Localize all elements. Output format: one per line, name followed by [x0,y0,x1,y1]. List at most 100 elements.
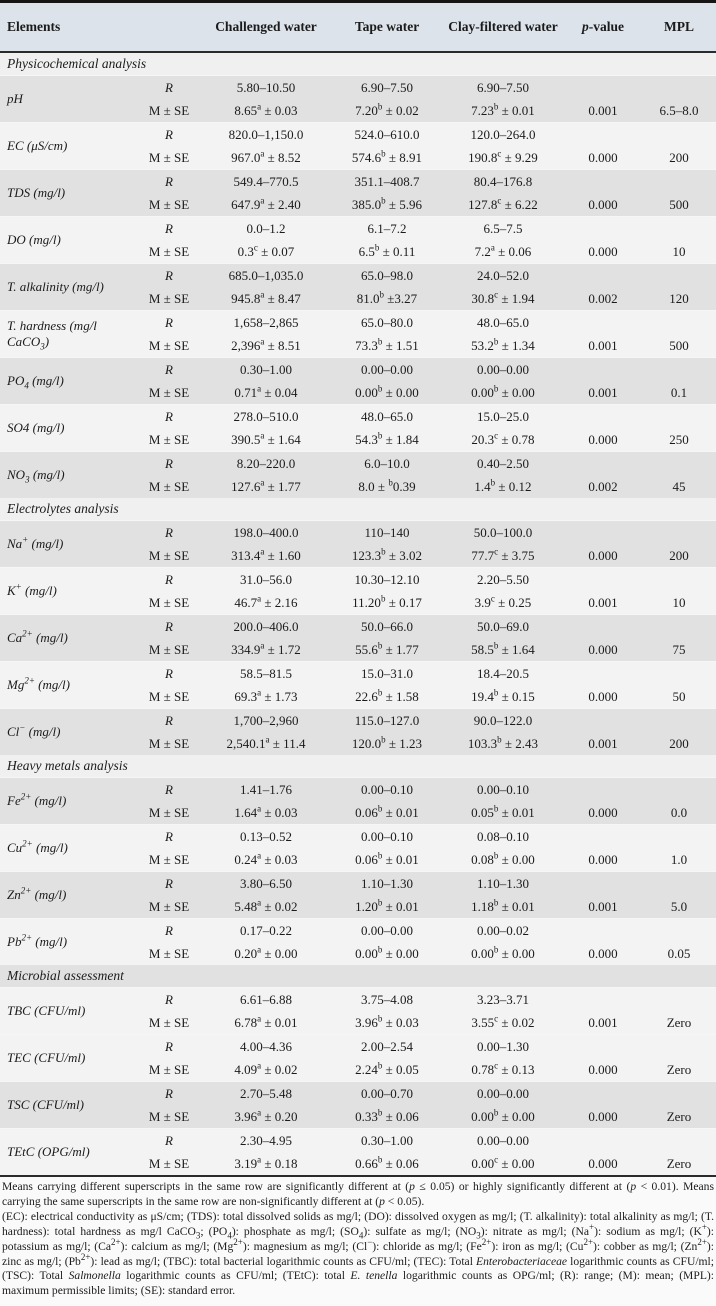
column-header: Elements [0,1,138,53]
mpl-empty [642,1081,716,1105]
element-mean-row: M ± SE 3.19a ± 0.18 0.66b ± 0.06 0.00c ± 0.… [0,1152,716,1175]
mean-se-value: 0.05b ± 0.01 [442,801,564,825]
range-value: 685.0–1,035.0 [200,263,332,287]
p-value-empty [564,708,642,732]
mpl-cell: 500 [642,193,716,217]
p-value-empty [564,918,642,942]
range-value: 8.20–220.0 [200,451,332,475]
stat-label-range: R [138,918,200,942]
element-range-row: PO4 (mg/l) R 0.30–1.00 0.00–0.00 0.00–0.00 [0,357,716,405]
mpl-cell: 45 [642,475,716,498]
stat-label-mean: M ± SE [138,591,200,615]
mpl-cell: 200 [642,544,716,568]
p-value-cell: 0.000 [564,146,642,170]
element-name: Cl− (mg/l) [0,708,138,755]
element-name: PO4 (mg/l) [0,357,138,405]
mean-se-value: 385.0b ± 5.96 [332,193,442,217]
range-value: 0.00–0.10 [332,777,442,801]
mpl-empty [642,310,716,334]
mpl-empty [642,567,716,591]
element-range-row: Cu2+ (mg/l) R 0.13–0.52 0.00–0.10 0.08–0.10 [0,824,716,872]
element-range-row: SO4 (mg/l) R 278.0–510.0 48.0–65.0 15.0–25.0 [0,404,716,452]
range-value: 0.00–0.00 [332,918,442,942]
range-value: 0.30–1.00 [332,1128,442,1152]
element-name: TEC (CFU/ml) [0,1034,138,1082]
range-value: 110–140 [332,520,442,544]
mean-se-value: 2.24b ± 0.05 [332,1058,442,1082]
mpl-empty [642,122,716,146]
mpl-empty [642,661,716,685]
mean-se-value: 127.8c ± 6.22 [442,193,564,217]
element-range-row: TBC (CFU/ml) R 6.61–6.88 3.75–4.08 3.23–3.71 [0,987,716,1035]
stat-label-range: R [138,871,200,895]
mean-se-value: 0.06b ± 0.01 [332,801,442,825]
mpl-cell: 10 [642,240,716,264]
mpl-cell: Zero [642,1105,716,1129]
mpl-cell: Zero [642,1152,716,1175]
range-value: 120.0–264.0 [442,122,564,146]
element-mean-row: M ± SE 313.4a ± 1.60 123.3b ± 3.02 77.7c ± … [0,544,716,568]
range-value: 65.0–80.0 [332,310,442,334]
element-range-row: Na+ (mg/l) R 198.0–400.0 110–140 50.0–100.0 [0,520,716,568]
stat-label-range: R [138,263,200,287]
p-value-cell: 0.000 [564,848,642,872]
element-name: TEtC (OPG/ml) [0,1128,138,1175]
p-value-empty [564,451,642,475]
mpl-cell: 0.1 [642,381,716,405]
element-mean-row: M ± SE 2,540.1a ± 11.4 120.0b ± 1.23 103.3b… [0,732,716,755]
section-label: Physicochemical analysis [0,52,716,76]
mean-se-value: 2,396a ± 8.51 [200,334,332,358]
p-value-empty [564,263,642,287]
element-range-row: TSC (CFU/ml) R 2.70–5.48 0.00–0.70 0.00–0.00 [0,1081,716,1129]
stat-label-mean: M ± SE [138,1011,200,1035]
range-value: 90.0–122.0 [442,708,564,732]
stat-label-mean: M ± SE [138,146,200,170]
mean-se-value: 313.4a ± 1.60 [200,544,332,568]
p-value-cell: 0.001 [564,99,642,123]
range-value: 1,658–2,865 [200,310,332,334]
range-value: 18.4–20.5 [442,661,564,685]
mean-se-value: 20.3c ± 0.78 [442,428,564,452]
range-value: 6.1–7.2 [332,216,442,240]
p-value-cell: 0.000 [564,193,642,217]
mpl-empty [642,520,716,544]
element-mean-row: M ± SE 8.65a ± 0.03 7.20b ± 0.02 7.23b ± 0.… [0,99,716,123]
element-mean-row: M ± SE 46.7a ± 2.16 11.20b ± 0.17 3.9c ± 0.… [0,591,716,615]
element-name: Na+ (mg/l) [0,520,138,568]
mean-se-value: 77.7c ± 3.75 [442,544,564,568]
stat-label-range: R [138,404,200,428]
mean-se-value: 3.55c ± 0.02 [442,1011,564,1035]
mpl-cell: 6.5–8.0 [642,99,716,123]
stat-label-range: R [138,661,200,685]
range-value: 58.5–81.5 [200,661,332,685]
mpl-cell: 500 [642,334,716,358]
p-value-empty [564,614,642,638]
stat-label-range: R [138,310,200,334]
stat-label-range: R [138,357,200,381]
mean-se-value: 58.5b ± 1.64 [442,638,564,662]
mean-se-value: 3.96a ± 0.20 [200,1105,332,1129]
range-value: 0.00–1.30 [442,1034,564,1058]
mean-se-value: 945.8a ± 8.47 [200,287,332,311]
p-value-cell: 0.000 [564,638,642,662]
element-range-row: Cl− (mg/l) R 1,700–2,960 115.0–127.0 90.0–12… [0,708,716,755]
stat-label-range: R [138,708,200,732]
range-value: 1,700–2,960 [200,708,332,732]
mpl-empty [642,75,716,99]
element-mean-row: M ± SE 390.5a ± 1.64 54.3b ± 1.84 20.3c ± 0… [0,428,716,452]
mean-se-value: 7.20b ± 0.02 [332,99,442,123]
element-mean-row: M ± SE 3.96a ± 0.20 0.33b ± 0.06 0.00b ± 0.… [0,1105,716,1129]
range-value: 5.80–10.50 [200,75,332,99]
mean-se-value: 390.5a ± 1.64 [200,428,332,452]
element-mean-row: M ± SE 69.3a ± 1.73 22.6b ± 1.58 19.4b ± 0.… [0,685,716,709]
element-range-row: pH R 5.80–10.50 6.90–7.50 6.90–7.50 [0,75,716,123]
stat-label-range: R [138,75,200,99]
element-mean-row: M ± SE 2,396a ± 8.51 73.3b ± 1.51 53.2b ± 1… [0,334,716,358]
mean-se-value: 0.00b ± 0.00 [442,1105,564,1129]
mean-se-value: 6.78a ± 0.01 [200,1011,332,1035]
element-name: DO (mg/l) [0,216,138,264]
range-value: 0.00–0.10 [442,777,564,801]
range-value: 0.00–0.00 [442,1128,564,1152]
stat-label-mean: M ± SE [138,942,200,965]
mean-se-value: 55.6b ± 1.77 [332,638,442,662]
